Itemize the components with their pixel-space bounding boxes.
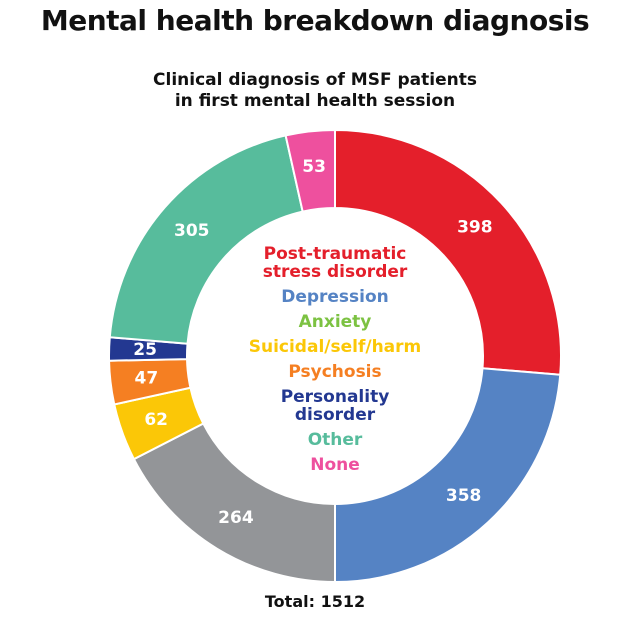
legend-label: Other xyxy=(307,430,363,450)
slice-value-label-3: 62 xyxy=(144,410,168,430)
legend-item-5: Personality disorder xyxy=(185,388,485,424)
legend-item-6: Other xyxy=(185,431,485,449)
legend-label: Post-traumatic xyxy=(263,244,407,264)
slice-value-label-0: 398 xyxy=(457,217,493,237)
total-label: Total: 1512 xyxy=(264,592,366,611)
subtitle-line-2: in first mental health session xyxy=(174,91,456,111)
legend-label: Depression xyxy=(281,287,389,307)
legend-label: Psychosis xyxy=(288,362,382,382)
chart-subtitle: Clinical diagnosis of MSF patients in fi… xyxy=(0,70,630,112)
legend-item-4: Psychosis xyxy=(185,363,485,381)
legend-label: disorder xyxy=(294,405,376,425)
legend-item-0: Post-traumatic stress disorder xyxy=(185,245,485,281)
legend-label: stress disorder xyxy=(262,262,408,282)
donut-slice-0 xyxy=(334,128,562,376)
legend-item-2: Anxiety xyxy=(185,313,485,331)
legend-item-3: Suicidal/self/harm xyxy=(185,338,485,356)
slice-value-label-2: 264 xyxy=(218,508,254,528)
legend-label: Anxiety xyxy=(298,312,372,332)
legend-label: Suicidal/self/harm xyxy=(248,337,422,357)
slice-value-label-7: 53 xyxy=(302,157,326,177)
chart-title: Mental health breakdown diagnosis xyxy=(40,4,590,37)
center-legend: Post-traumatic stress disorder Depression A… xyxy=(185,245,485,481)
legend-item-7: None xyxy=(185,456,485,474)
donut-slice-7 xyxy=(284,128,336,213)
legend-label: Personality xyxy=(280,387,390,407)
donut-slice-1 xyxy=(334,367,562,584)
slice-value-label-6: 305 xyxy=(174,221,210,241)
slice-value-label-1: 358 xyxy=(446,486,482,506)
legend-item-1: Depression xyxy=(185,288,485,306)
slice-value-label-5: 25 xyxy=(133,340,157,360)
slice-value-label-4: 47 xyxy=(134,368,158,388)
legend-label: None xyxy=(310,455,360,475)
subtitle-line-1: Clinical diagnosis of MSF patients xyxy=(153,70,477,90)
